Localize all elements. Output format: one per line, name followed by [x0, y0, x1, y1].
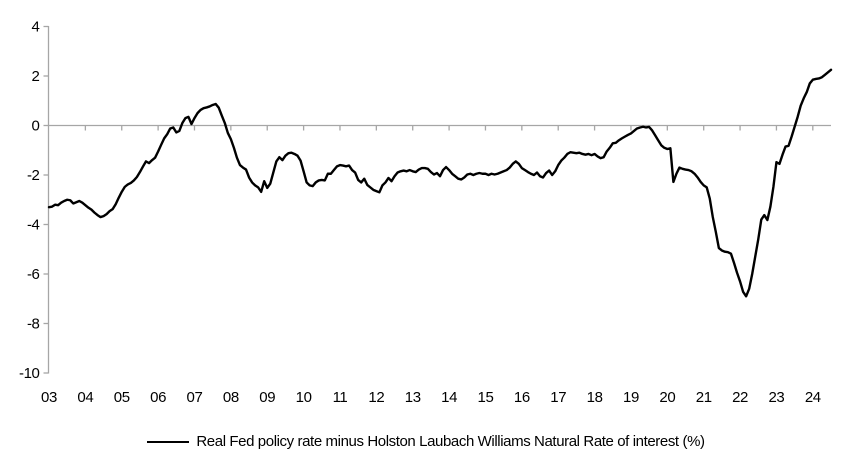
x-tick-label: 12 — [368, 389, 384, 406]
y-tick-label: 2 — [32, 68, 40, 85]
x-tick-label: 22 — [732, 389, 748, 406]
x-tick-label: 14 — [441, 389, 457, 406]
y-tick-label: 0 — [32, 118, 40, 135]
x-tick-label: 21 — [696, 389, 712, 406]
x-tick-label: 15 — [478, 389, 494, 406]
x-tick-label: 18 — [587, 389, 603, 406]
x-tick-label: 07 — [187, 389, 203, 406]
x-tick-label: 23 — [768, 389, 784, 406]
y-tick-label: 4 — [32, 19, 40, 36]
data-series-line — [47, 68, 833, 298]
x-tick-label: 13 — [405, 389, 421, 406]
x-tick-label: 10 — [296, 389, 312, 406]
x-tick-label: 11 — [333, 389, 348, 406]
x-tick-label: 16 — [514, 389, 530, 406]
y-tick-label: -2 — [27, 167, 40, 184]
x-tick-label: 09 — [259, 389, 275, 406]
x-tick-label: 08 — [223, 389, 239, 406]
x-tick-label: 06 — [150, 389, 166, 406]
x-tick-label: 19 — [623, 389, 639, 406]
x-tick-label: 20 — [659, 389, 675, 406]
x-tick-label: 03 — [41, 389, 57, 406]
x-tick-label: 05 — [114, 389, 130, 406]
x-tick-label: 04 — [77, 389, 93, 406]
legend-line-sample — [147, 440, 190, 443]
y-tick-label: -4 — [27, 217, 40, 234]
y-tick-label: -10 — [19, 365, 40, 382]
legend-label: Real Fed policy rate minus Holston Lauba… — [196, 433, 705, 450]
x-tick-label: 24 — [805, 389, 821, 406]
x-tick-label: 17 — [550, 389, 566, 406]
y-tick-label: -8 — [27, 316, 40, 333]
legend: Real Fed policy rate minus Holston Lauba… — [0, 433, 852, 450]
y-tick-label: -6 — [27, 266, 40, 283]
